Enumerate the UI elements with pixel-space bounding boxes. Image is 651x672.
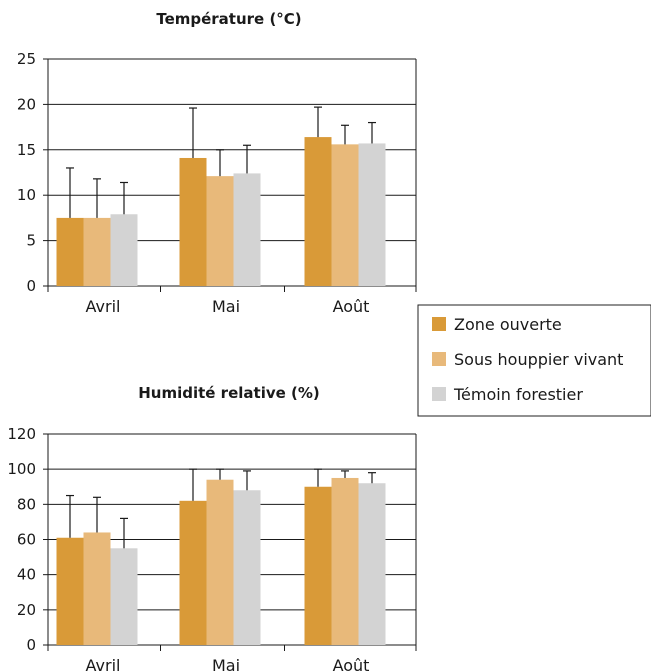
bar xyxy=(83,217,111,286)
y-tick-label: 40 xyxy=(17,566,36,584)
legend-item: Sous houppier vivant xyxy=(432,350,623,369)
legend-item: Témoin forestier xyxy=(432,385,583,404)
bar xyxy=(331,144,359,286)
bar xyxy=(331,477,359,645)
y-tick-label: 0 xyxy=(26,636,36,654)
legend-label: Sous houppier vivant xyxy=(454,350,623,369)
y-tick-label: 25 xyxy=(17,50,36,68)
x-category-label: Avril xyxy=(86,656,121,672)
bar xyxy=(233,173,261,286)
bar xyxy=(56,217,84,286)
bar xyxy=(233,490,261,645)
y-tick-label: 15 xyxy=(17,141,36,159)
bar xyxy=(179,157,207,286)
bar xyxy=(83,532,111,645)
legend-item: Zone ouverte xyxy=(432,315,562,334)
y-tick-label: 10 xyxy=(17,186,36,204)
y-tick-label: 5 xyxy=(26,232,36,250)
bar xyxy=(206,176,234,286)
bar xyxy=(179,500,207,645)
legend-swatch xyxy=(432,387,446,401)
legend-swatch xyxy=(432,317,446,331)
humidity-chart: Humidité relative (%) 0 20 40 60 80 100 120 Avr… xyxy=(7,384,417,672)
x-category-label: Août xyxy=(333,297,370,316)
x-category-label: Août xyxy=(333,656,370,672)
y-tick-label: 20 xyxy=(17,95,36,113)
y-tick-label: 120 xyxy=(7,425,36,443)
x-category-label: Mai xyxy=(212,656,240,672)
y-tick-label: 60 xyxy=(17,531,36,549)
chart-title: Température (°C) xyxy=(156,10,301,28)
temperature-plot-area: 0 5 10 15 20 25 Avril Mai Août xyxy=(17,50,417,316)
bar xyxy=(358,143,386,286)
bar xyxy=(304,486,332,645)
legend-swatch xyxy=(432,352,446,366)
y-tick-label: 80 xyxy=(17,495,36,513)
bar xyxy=(56,537,84,645)
y-tick-label: 20 xyxy=(17,601,36,619)
bar xyxy=(110,214,138,286)
legend-frame xyxy=(417,304,651,417)
legend: Zone ouverte Sous houppier vivant Témoin… xyxy=(417,304,651,417)
bar xyxy=(358,483,386,645)
bar xyxy=(110,548,138,645)
bar xyxy=(304,137,332,286)
legend-label: Zone ouverte xyxy=(454,315,562,334)
x-category-label: Avril xyxy=(86,297,121,316)
chart-title: Humidité relative (%) xyxy=(138,384,320,402)
humidity-plot-area: 0 20 40 60 80 100 120 Avril Mai Août xyxy=(7,425,417,672)
x-category-label: Mai xyxy=(212,297,240,316)
temperature-chart: Température (°C) 0 5 10 15 20 25 Avril Mai Août xyxy=(17,10,417,316)
y-tick-label: 100 xyxy=(7,460,36,478)
legend-label: Témoin forestier xyxy=(453,385,583,404)
bar xyxy=(206,479,234,645)
y-tick-label: 0 xyxy=(26,277,36,295)
